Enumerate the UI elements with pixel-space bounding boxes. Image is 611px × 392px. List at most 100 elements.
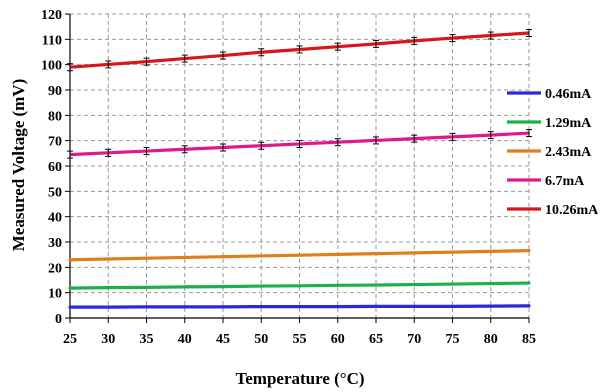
x-tick-labels: 25 30 35 40 45 50 55 60 65 70 75 80 85 — [63, 332, 536, 347]
data-point — [412, 282, 416, 287]
data-point-error-bar — [220, 143, 226, 152]
x-tick-label: 40 — [178, 332, 192, 347]
data-point — [144, 256, 149, 260]
x-tick-label: 85 — [522, 332, 536, 347]
data-point — [221, 284, 225, 289]
data-point-error-bar — [181, 145, 188, 154]
y-tick-label: 0 — [55, 312, 62, 327]
data-point-error-bar — [105, 148, 112, 157]
legend-label: 2.43mA — [545, 145, 592, 160]
legend-label: 1.29mA — [545, 116, 592, 131]
data-point — [144, 285, 149, 289]
data-point-error-bar — [258, 141, 265, 150]
x-tick-label: 75 — [446, 332, 460, 347]
data-point — [106, 305, 110, 309]
data-point-error-bar — [526, 129, 532, 138]
data-point — [106, 286, 110, 290]
x-tick-label: 65 — [369, 332, 383, 347]
data-point — [221, 255, 225, 259]
series-1.29mA — [68, 281, 531, 290]
data-point — [68, 258, 72, 262]
x-tick-label: 25 — [63, 332, 77, 347]
data-point — [68, 305, 72, 309]
y-axis-title: Measured Voltage (mV) — [9, 79, 28, 252]
legend-label: 0.46mA — [545, 87, 592, 102]
data-point — [336, 305, 340, 309]
data-point — [527, 304, 531, 308]
data-point — [412, 304, 416, 308]
data-point — [144, 305, 149, 309]
data-point-error-bar — [373, 136, 379, 145]
data-point — [489, 249, 493, 253]
legend-label: 6.7mA — [545, 174, 585, 189]
legend: 0.46mA 1.29mA 2.43mA 6.7mA 10.26mA — [507, 87, 599, 218]
data-point — [297, 305, 302, 309]
y-tick-label: 80 — [48, 109, 62, 124]
data-point-error-bar — [296, 139, 303, 148]
series-0.46mA — [68, 304, 531, 309]
data-point-error-bar — [411, 36, 418, 45]
data-point — [183, 255, 187, 260]
y-tick-label: 30 — [48, 236, 62, 251]
data-point-error-bar — [67, 150, 73, 159]
x-axis-title: Temperature (°C) — [235, 369, 364, 388]
data-point-error-bar — [181, 54, 188, 63]
data-point-error-bar — [449, 34, 456, 43]
series-10.26mA — [67, 29, 532, 72]
data-point — [450, 282, 455, 286]
data-point — [489, 304, 493, 308]
legend-item: 1.29mA — [507, 116, 592, 131]
y-tick-label: 10 — [48, 287, 62, 302]
data-point — [450, 250, 455, 254]
data-point-error-bar — [143, 147, 150, 156]
data-point — [297, 284, 302, 288]
data-point — [221, 305, 225, 309]
y-tick-label: 90 — [48, 84, 62, 99]
data-point-error-bar — [220, 51, 226, 60]
legend-item: 10.26mA — [507, 203, 599, 218]
y-tick-label: 40 — [48, 211, 62, 226]
x-tick-label: 55 — [293, 332, 307, 347]
data-point-error-bar — [296, 45, 303, 54]
data-point — [259, 305, 263, 309]
legend-label: 10.26mA — [545, 203, 599, 218]
grid-lines — [70, 13, 530, 318]
y-tick-label: 120 — [41, 8, 62, 23]
x-tick-label: 35 — [140, 332, 154, 347]
legend-item: 2.43mA — [507, 145, 592, 160]
data-point — [527, 249, 531, 253]
x-tick-label: 60 — [331, 332, 345, 347]
y-tick-label: 110 — [42, 33, 62, 48]
data-point — [336, 283, 340, 287]
x-tick-label: 80 — [484, 332, 498, 347]
data-point-error-bar — [487, 31, 494, 40]
data-point — [374, 283, 378, 287]
legend-item: 6.7mA — [507, 174, 585, 189]
y-tick-label: 100 — [41, 59, 62, 74]
data-point — [489, 281, 493, 286]
y-tick-label: 50 — [48, 185, 62, 200]
data-point-error-bar — [487, 131, 494, 140]
data-point-error-bar — [67, 63, 73, 72]
legend-item: 0.46mA — [507, 87, 592, 102]
series-2.43mA — [68, 249, 531, 262]
data-point — [297, 253, 302, 257]
data-point-error-bar — [334, 138, 341, 147]
x-tick-label: 30 — [101, 332, 115, 347]
data-series — [67, 29, 532, 309]
axes — [65, 13, 530, 323]
data-point-error-bar — [258, 48, 265, 57]
x-tick-label: 45 — [216, 332, 230, 347]
data-point — [259, 284, 263, 288]
data-point — [68, 286, 72, 290]
data-point — [106, 257, 110, 261]
data-point — [336, 252, 340, 257]
data-point — [450, 304, 455, 308]
data-point — [183, 305, 187, 309]
data-point-error-bar — [143, 57, 150, 66]
y-tick-label: 60 — [48, 160, 62, 175]
data-point-error-bar — [373, 39, 379, 48]
data-point — [259, 254, 263, 258]
x-tick-label: 70 — [407, 332, 421, 347]
